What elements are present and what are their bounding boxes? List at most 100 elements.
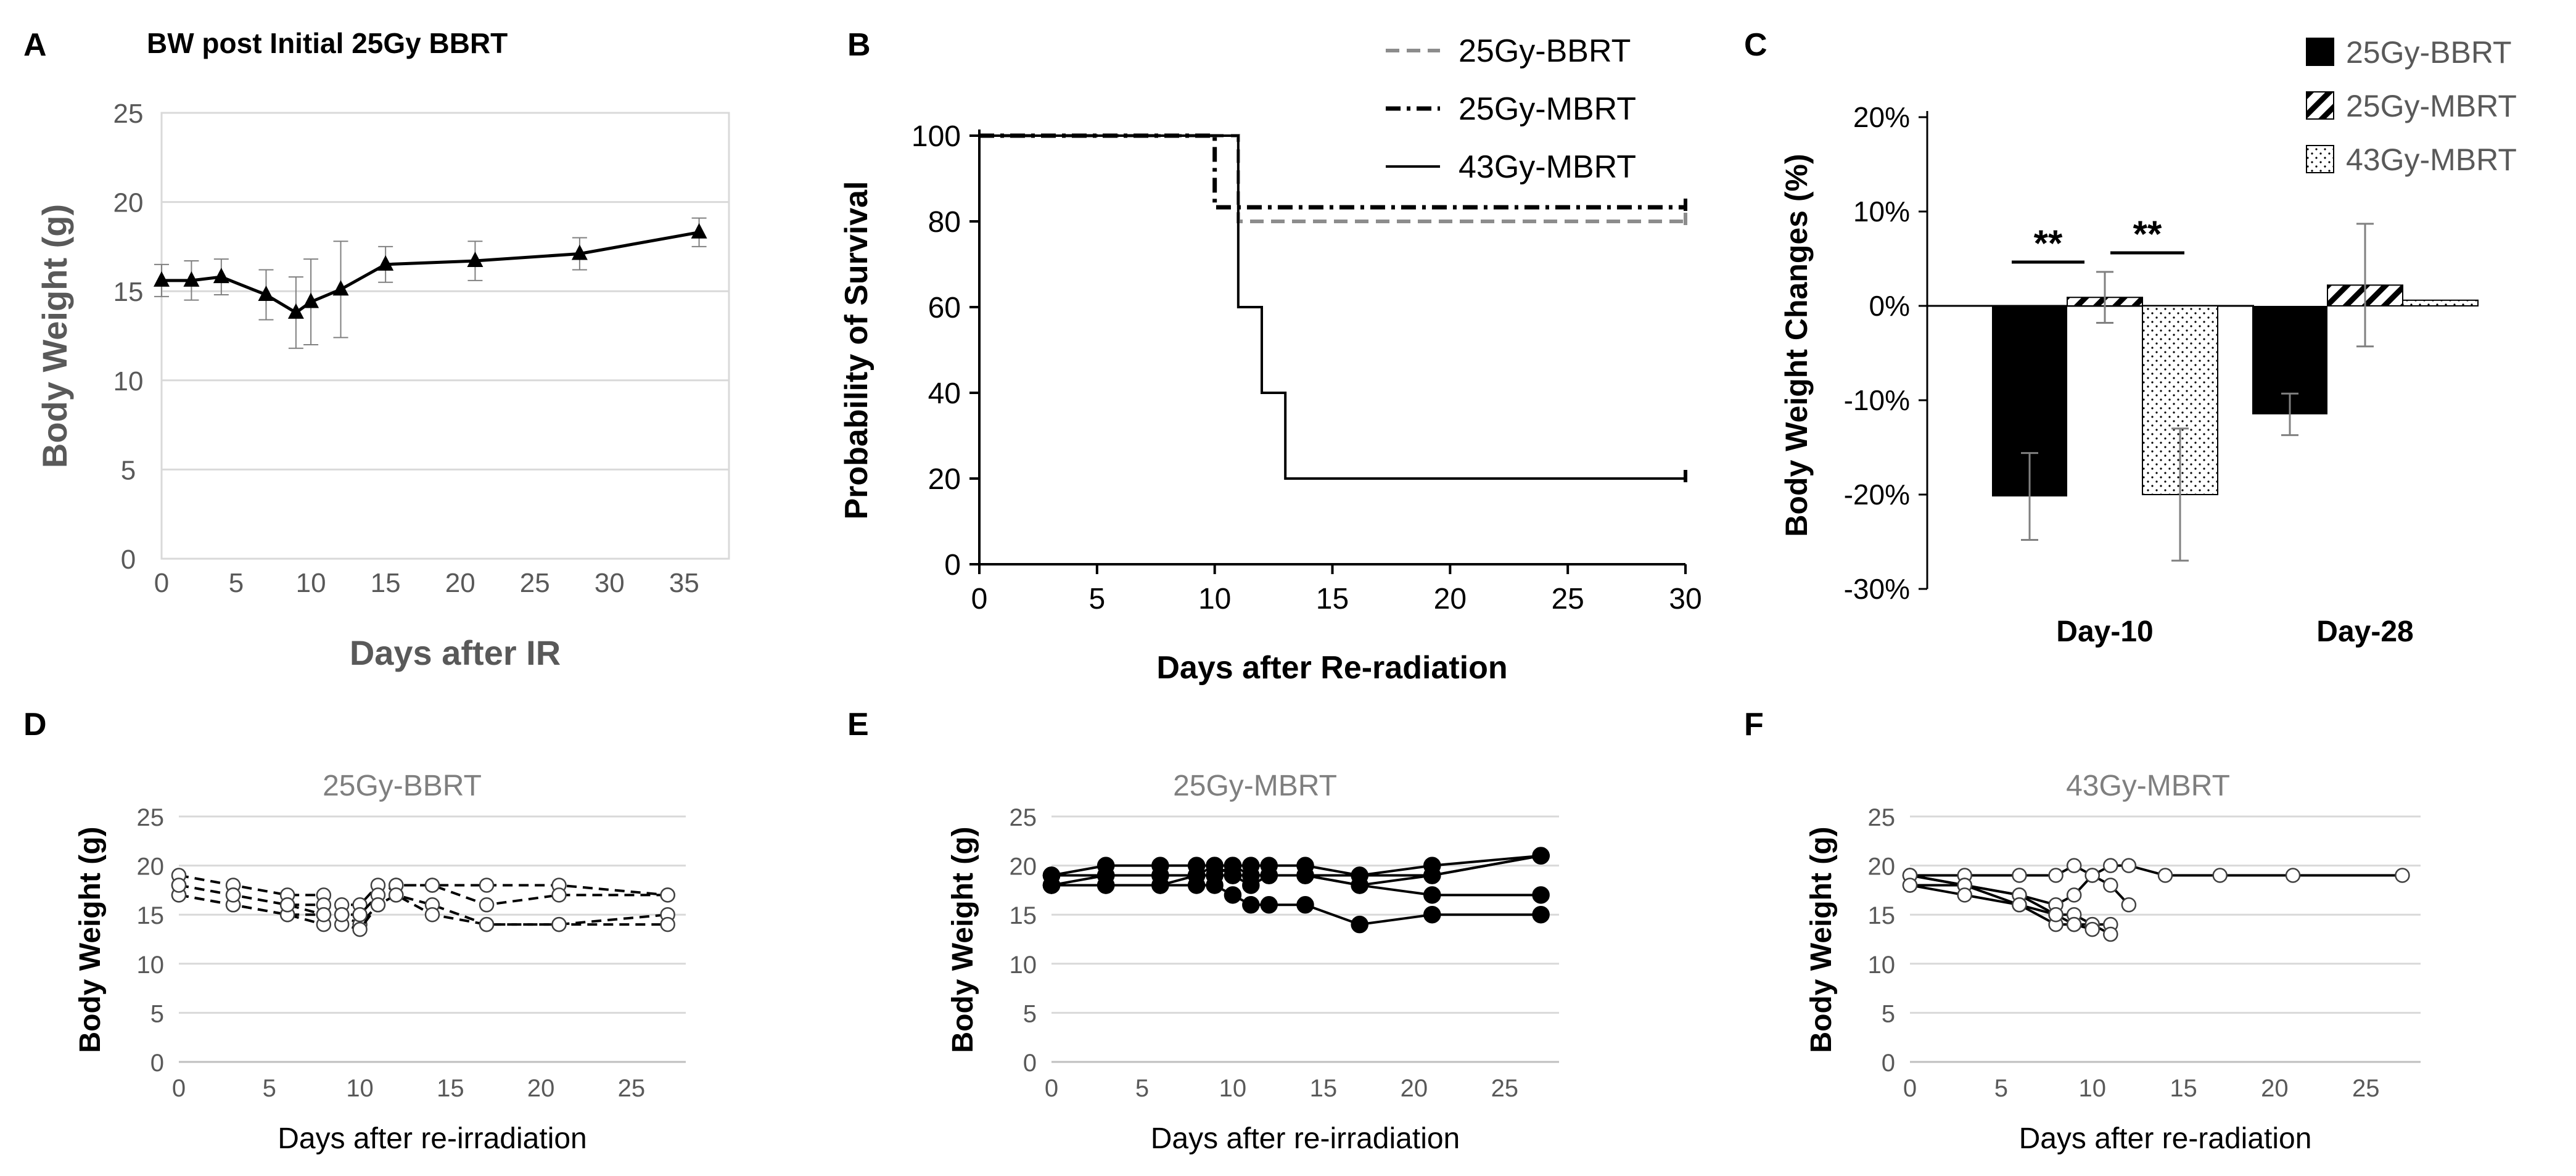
- series-line: [178, 884, 360, 916]
- survival-curve: [979, 134, 1685, 480]
- x-axis-label: Days after re-irradiation: [1151, 1122, 1460, 1155]
- y-axis-label: Body Weight Changes (%): [1779, 154, 1814, 537]
- data-point: [2084, 921, 2100, 937]
- x-tick-label: 10: [346, 1075, 374, 1102]
- x-tick-label: 10: [296, 568, 326, 598]
- data-point: [1351, 915, 1368, 934]
- survival-curve: [979, 133, 1685, 210]
- y-tick-label: 25: [137, 804, 165, 831]
- y-tick-label: 15: [113, 277, 144, 307]
- data-point: [154, 271, 170, 287]
- data-point: [2212, 868, 2228, 883]
- y-tick-label: 5: [1882, 1000, 1895, 1027]
- y-tick-label: 0: [121, 545, 136, 575]
- data-point: [316, 907, 332, 923]
- x-category-label: Day-28: [2316, 615, 2413, 648]
- y-tick-label: 15: [1010, 902, 1037, 929]
- data-point: [571, 244, 588, 260]
- legend-label: 25Gy-MBRT: [1459, 91, 1636, 127]
- x-tick-label: 0: [1045, 1075, 1058, 1102]
- data-point: [2012, 868, 2027, 883]
- legend-label: 25Gy-BBRT: [1459, 33, 1631, 69]
- y-tick-label: 10: [113, 366, 144, 397]
- data-point: [2395, 868, 2410, 883]
- data-point: [479, 897, 495, 913]
- y-tick-label: 100: [911, 120, 961, 153]
- series-line: [1910, 864, 2403, 877]
- data-point: [370, 897, 386, 913]
- data-point: [225, 887, 241, 903]
- x-tick-label: 15: [1316, 583, 1349, 615]
- y-axis-label: Probability of Survival: [839, 181, 874, 519]
- y-axis-label: Body Weight (g): [1805, 826, 1838, 1053]
- x-category-label: Day-10: [2056, 615, 2153, 648]
- panel-title-d: 25Gy-BBRT: [323, 770, 482, 802]
- y-tick-label: 10: [137, 952, 165, 979]
- chart-a-body-weight: 0 5 10 15 20 25 0 5 10 15 20 25 30 35 Days after IR Bod…: [35, 99, 730, 672]
- data-point: [2157, 868, 2173, 883]
- panel-label-f: F: [1744, 707, 1764, 742]
- y-axis-label: Body Weight (g): [35, 204, 74, 468]
- series-line: [1051, 854, 1541, 877]
- x-tick-label: 25: [618, 1075, 646, 1102]
- data-point: [551, 916, 567, 932]
- x-tick-label: 5: [1994, 1075, 2008, 1102]
- data-point: [2084, 868, 2100, 883]
- y-tick-label: 5: [121, 455, 136, 485]
- data-point: [467, 252, 484, 268]
- data-point: [660, 916, 675, 932]
- y-tick-label: 15: [137, 902, 165, 929]
- y-tick-label: 0%: [1869, 290, 1910, 322]
- data-point: [2066, 916, 2082, 932]
- data-point: [2066, 858, 2082, 873]
- legend-label: 25Gy-BBRT: [2346, 35, 2512, 70]
- y-tick-label: 60: [928, 292, 961, 324]
- data-point: [1224, 886, 1242, 904]
- x-tick-label: 0: [154, 568, 169, 598]
- y-axis-label: Body Weight (g): [74, 826, 107, 1053]
- significance-label: **: [2133, 213, 2162, 255]
- y-tick-label: 20: [1010, 853, 1037, 881]
- x-tick-label: 25: [520, 568, 550, 598]
- data-point: [303, 292, 319, 308]
- data-point: [352, 921, 368, 937]
- data-point: [1042, 866, 1061, 884]
- y-tick-label: 0: [150, 1050, 164, 1077]
- data-point: [660, 887, 675, 903]
- data-point: [551, 887, 567, 903]
- y-tick-label: 20: [113, 188, 144, 218]
- data-point: [183, 271, 200, 287]
- data-point: [2121, 897, 2137, 913]
- data-point: [1423, 905, 1441, 924]
- data-point: [389, 887, 404, 903]
- y-tick-label: 80: [928, 206, 961, 239]
- data-point: [1260, 866, 1278, 884]
- series-line: [1051, 884, 1541, 926]
- data-point: [1423, 866, 1441, 884]
- y-tick-label: -20%: [1844, 479, 1910, 511]
- data-point: [1242, 876, 1260, 894]
- x-tick-label: 5: [229, 568, 244, 598]
- x-tick-label: 15: [371, 568, 401, 598]
- x-tick-label: 10: [2078, 1075, 2106, 1102]
- data-point: [691, 223, 707, 239]
- y-tick-label: 5: [1023, 1000, 1037, 1027]
- y-tick-label: 25: [113, 99, 144, 129]
- panel-label-d: D: [23, 707, 47, 742]
- legend-label: 25Gy-MBRT: [2346, 89, 2517, 123]
- data-point: [1423, 886, 1441, 904]
- data-point: [2103, 858, 2118, 873]
- x-tick-label: 20: [1434, 583, 1467, 615]
- legend-swatch: [2306, 38, 2334, 66]
- data-point: [2285, 868, 2301, 883]
- x-tick-label: 20: [2261, 1075, 2289, 1102]
- data-point: [1224, 866, 1242, 884]
- data-point: [1532, 905, 1550, 924]
- x-tick-label: 10: [1219, 1075, 1247, 1102]
- panel-label-a: A: [23, 27, 47, 63]
- data-point: [1097, 866, 1115, 884]
- data-point: [479, 916, 495, 932]
- y-axis-label: Body Weight (g): [947, 826, 979, 1053]
- chart-b-survival: 0 20 40 60 80 100 0 5 10 15 20 25 30 Days after Re-ra…: [839, 33, 1702, 686]
